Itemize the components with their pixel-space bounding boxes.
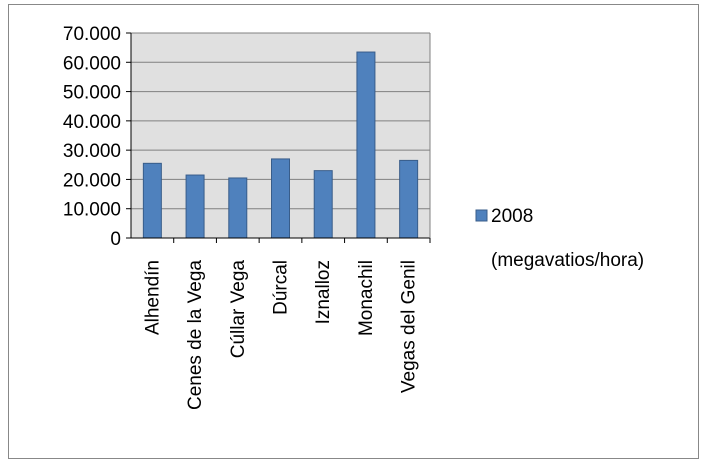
legend: 2008 (megavatios/hora) [475,206,644,271]
x-tick-label: Cenes de la Vega [185,260,206,410]
x-tick-label: Vegas del Genil [399,260,420,393]
bar [185,174,205,239]
x-axis-ticks: Alhendín Cenes de la Vega Cúllar Vega Dúrca… [142,238,431,410]
bar [313,170,333,239]
x-tick-label: Monachil [356,260,377,336]
y-tick-label: 50.000 [63,83,121,104]
bar [228,177,248,239]
bar [142,162,162,239]
x-tick-label: Alhendín [142,260,163,335]
y-tick-label: 30.000 [63,141,121,162]
y-tick-label: 0 [110,229,121,250]
y-axis-ticks: 0 10.000 20.000 30.000 40.000 50.000 60.000 70.… [63,24,131,250]
legend-label-line-1: 2008 [491,206,533,227]
y-tick-label: 40.000 [63,112,121,133]
bar [271,158,290,239]
legend-swatch [475,209,488,222]
bar [356,51,376,239]
x-tick-label: Dúrcal [271,260,292,315]
y-tick-label: 60.000 [63,53,121,74]
x-tick-label: Cúllar Vega [228,260,249,359]
y-tick-label: 70.000 [63,24,121,45]
bars [142,51,419,239]
bar [399,159,419,239]
legend-label-line-2: (megavatios/hora) [491,250,644,271]
gridlines [131,32,430,210]
y-tick-label: 20.000 [63,170,121,191]
x-tick-label: Iznalloz [313,260,334,324]
y-tick-label: 10.000 [63,200,121,221]
